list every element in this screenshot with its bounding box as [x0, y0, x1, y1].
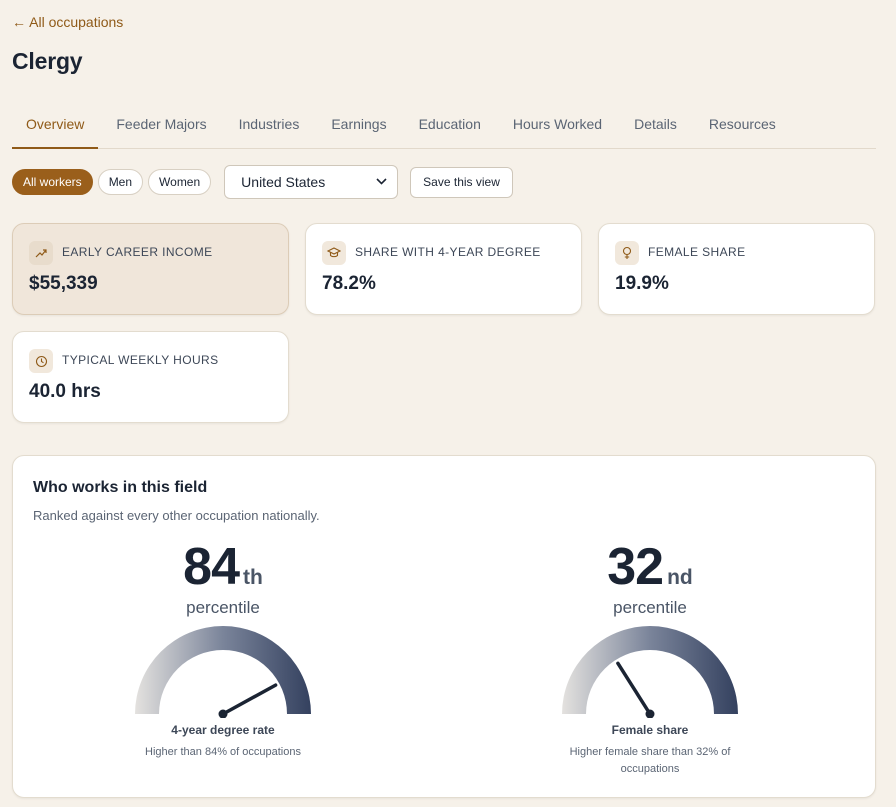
region-select-value: United States: [241, 174, 326, 190]
stat-label: Early career income: [62, 245, 213, 259]
gauge-metric-label: Female share: [611, 723, 689, 737]
female-icon: [615, 241, 639, 265]
trending-up-icon: [29, 241, 53, 265]
stat-card-degree-share: Share with 4-year degree 78.2%: [305, 223, 582, 315]
tab-feeder-majors[interactable]: Feeder Majors: [116, 116, 207, 132]
region-select[interactable]: United States: [224, 165, 399, 199]
chevron-down-icon: [376, 177, 387, 188]
filter-all-workers-pill[interactable]: All workers: [12, 169, 93, 195]
gauge-needle: [616, 661, 652, 716]
stat-card-early-career-income: Early career income $55,339: [12, 223, 289, 315]
page-title: Clergy: [12, 48, 83, 74]
gauge-description: Higher than 84% of occupations: [145, 746, 301, 758]
stat-value: $55,339: [29, 273, 98, 294]
filter-men-pill[interactable]: Men: [97, 169, 144, 195]
who-works-panel: Who works in this field Ranked against e…: [12, 455, 876, 798]
tab-industries[interactable]: Industries: [238, 116, 300, 132]
gauge-metric-label: 4-year degree rate: [171, 723, 275, 737]
save-view-button[interactable]: Save this view: [410, 166, 513, 198]
tab-resources[interactable]: Resources: [708, 116, 776, 132]
gauge-arc: [135, 626, 311, 714]
stat-card-female-share: Female share 19.9%: [598, 223, 875, 315]
filter-women-pill[interactable]: Women: [148, 169, 212, 195]
gauge-dial: [562, 626, 738, 718]
tab-overview[interactable]: Overview: [12, 106, 99, 149]
tab-education[interactable]: Education: [418, 116, 481, 132]
stat-label: Female share: [648, 245, 746, 259]
panel-subtitle: Ranked against every other occupation na…: [33, 508, 320, 523]
gauge-needle: [221, 683, 278, 716]
panel-title: Who works in this field: [33, 479, 208, 496]
stat-value: 19.9%: [615, 273, 669, 294]
clock-icon: [29, 349, 53, 373]
gauge-needle-hub: [645, 709, 655, 718]
tab-bar: Overview Feeder Majors Industries Earnin…: [12, 106, 876, 149]
tab-earnings[interactable]: Earnings: [331, 116, 387, 132]
tab-details[interactable]: Details: [634, 116, 677, 132]
gauge-arc: [562, 626, 738, 714]
stat-card-weekly-hours: Typical weekly hours 40.0 hrs: [12, 331, 289, 423]
graduation-cap-icon: [322, 241, 346, 265]
stat-value: 40.0 hrs: [29, 381, 101, 402]
gauge-percentile-label: percentile: [613, 598, 687, 617]
stat-value: 78.2%: [322, 273, 376, 294]
gauge-percentile-label: percentile: [186, 598, 260, 617]
stat-label: Typical weekly hours: [62, 353, 219, 367]
tab-hours-worked[interactable]: Hours Worked: [512, 116, 603, 132]
filter-bar: All workers Men Women United States Save…: [12, 165, 513, 199]
back-to-all-occupations-link[interactable]: ← All occupations: [12, 14, 124, 30]
gauge-needle-hub: [218, 709, 228, 718]
gauge-description: Higher female share than 32% of occupati…: [569, 746, 731, 775]
stat-label: Share with 4-year degree: [355, 245, 541, 259]
gauge-dial: [135, 626, 311, 718]
